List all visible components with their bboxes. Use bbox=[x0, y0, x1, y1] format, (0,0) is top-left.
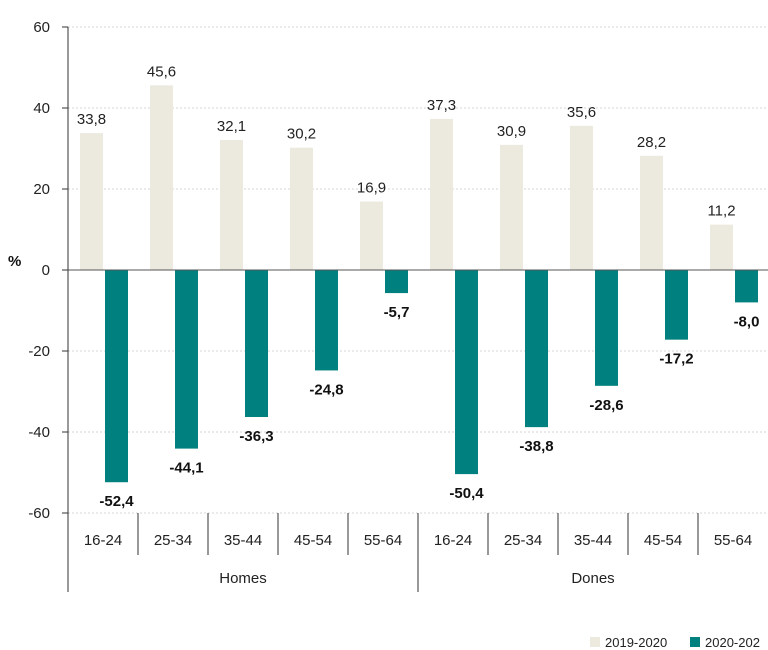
bar-2019-2020-0 bbox=[80, 133, 103, 270]
x-tick-label: 55-64 bbox=[714, 532, 752, 549]
bar-2019-2020-7 bbox=[570, 125, 593, 270]
y-axis-label: % bbox=[8, 253, 21, 270]
data-label: -36,3 bbox=[239, 428, 273, 445]
data-label: -24,8 bbox=[309, 381, 343, 398]
data-label: 35,6 bbox=[567, 104, 596, 121]
y-tick-label: 0 bbox=[42, 262, 50, 279]
bar-2019-2020-6 bbox=[500, 144, 523, 270]
group-label: Homes bbox=[219, 570, 267, 587]
y-axis-ticks: 60 40 20 0 -20 -40 -60 bbox=[28, 19, 68, 522]
bar-2019-2020-9 bbox=[710, 224, 733, 270]
y-tick-label: -40 bbox=[28, 424, 50, 441]
category-labels: 16-24 25-34 35-44 45-54 55-64 16-24 25-34 35-44… bbox=[84, 532, 752, 549]
y-tick-label: -60 bbox=[28, 505, 50, 522]
data-label: -5,7 bbox=[384, 304, 410, 321]
group-label: Dones bbox=[571, 570, 614, 587]
data-label: 32,1 bbox=[217, 118, 246, 135]
x-tick-label: 16-24 bbox=[84, 532, 122, 549]
bar-2020-2021-8 bbox=[665, 270, 688, 340]
legend-label-2020-2021: 2020-202 bbox=[705, 635, 760, 650]
bar-2019-2020-3 bbox=[290, 147, 313, 270]
x-tick-label: 35-44 bbox=[574, 532, 612, 549]
axes bbox=[67, 27, 768, 592]
bar-2020-2021-6 bbox=[525, 270, 548, 428]
group-labels: Homes Dones bbox=[219, 570, 614, 587]
bar-2019-2020-1 bbox=[150, 85, 173, 270]
y-tick-label: -20 bbox=[28, 343, 50, 360]
x-tick-label: 16-24 bbox=[434, 532, 472, 549]
data-labels: 33,8 45,6 32,1 30,2 16,9 37,3 30,9 35,6 28,2 11,2… bbox=[77, 63, 760, 510]
data-label: 16,9 bbox=[357, 180, 386, 197]
data-label: -28,6 bbox=[589, 397, 623, 414]
bar-2020-2021-9 bbox=[735, 270, 758, 303]
bar-2020-2021-0 bbox=[105, 270, 128, 483]
data-label: 30,9 bbox=[497, 123, 526, 140]
x-tick-label: 45-54 bbox=[294, 532, 332, 549]
x-tick-label: 25-34 bbox=[154, 532, 192, 549]
legend-label-2019-2020: 2019-2020 bbox=[605, 635, 667, 650]
data-label: 33,8 bbox=[77, 111, 106, 128]
data-label: 30,2 bbox=[287, 126, 316, 143]
bar-2020-2021-4 bbox=[385, 270, 408, 294]
bar-2020-2021-7 bbox=[595, 270, 618, 386]
bar-2019-2020-5 bbox=[430, 118, 453, 270]
data-label: 37,3 bbox=[427, 97, 456, 114]
data-label: -8,0 bbox=[734, 313, 760, 330]
bars bbox=[80, 85, 758, 483]
x-tick-label: 25-34 bbox=[504, 532, 542, 549]
x-tick-label: 35-44 bbox=[224, 532, 262, 549]
bar-2020-2021-1 bbox=[175, 270, 198, 449]
data-label: -44,1 bbox=[169, 460, 203, 477]
data-label: -38,8 bbox=[519, 438, 553, 455]
data-label: -52,4 bbox=[99, 493, 134, 510]
bar-2020-2021-3 bbox=[315, 270, 338, 371]
bar-2019-2020-2 bbox=[220, 139, 243, 270]
data-label: -17,2 bbox=[659, 351, 693, 368]
data-label: 45,6 bbox=[147, 63, 176, 80]
legend-swatch-2019-2020 bbox=[590, 637, 600, 647]
bar-2020-2021-5 bbox=[455, 270, 478, 475]
y-tick-label: 20 bbox=[33, 181, 50, 198]
bar-2019-2020-4 bbox=[360, 201, 383, 270]
bar-2020-2021-2 bbox=[245, 270, 268, 418]
bar-2019-2020-8 bbox=[640, 155, 663, 270]
y-tick-label: 40 bbox=[33, 100, 50, 117]
y-tick-label: 60 bbox=[33, 19, 50, 36]
x-tick-label: 55-64 bbox=[364, 532, 402, 549]
legend-swatch-2020-2021 bbox=[690, 637, 700, 647]
data-label: -50,4 bbox=[449, 485, 484, 502]
data-label: 28,2 bbox=[637, 134, 666, 151]
data-label: 11,2 bbox=[707, 203, 735, 220]
legend: 2019-2020 2020-202 bbox=[590, 635, 760, 650]
x-tick-label: 45-54 bbox=[644, 532, 682, 549]
